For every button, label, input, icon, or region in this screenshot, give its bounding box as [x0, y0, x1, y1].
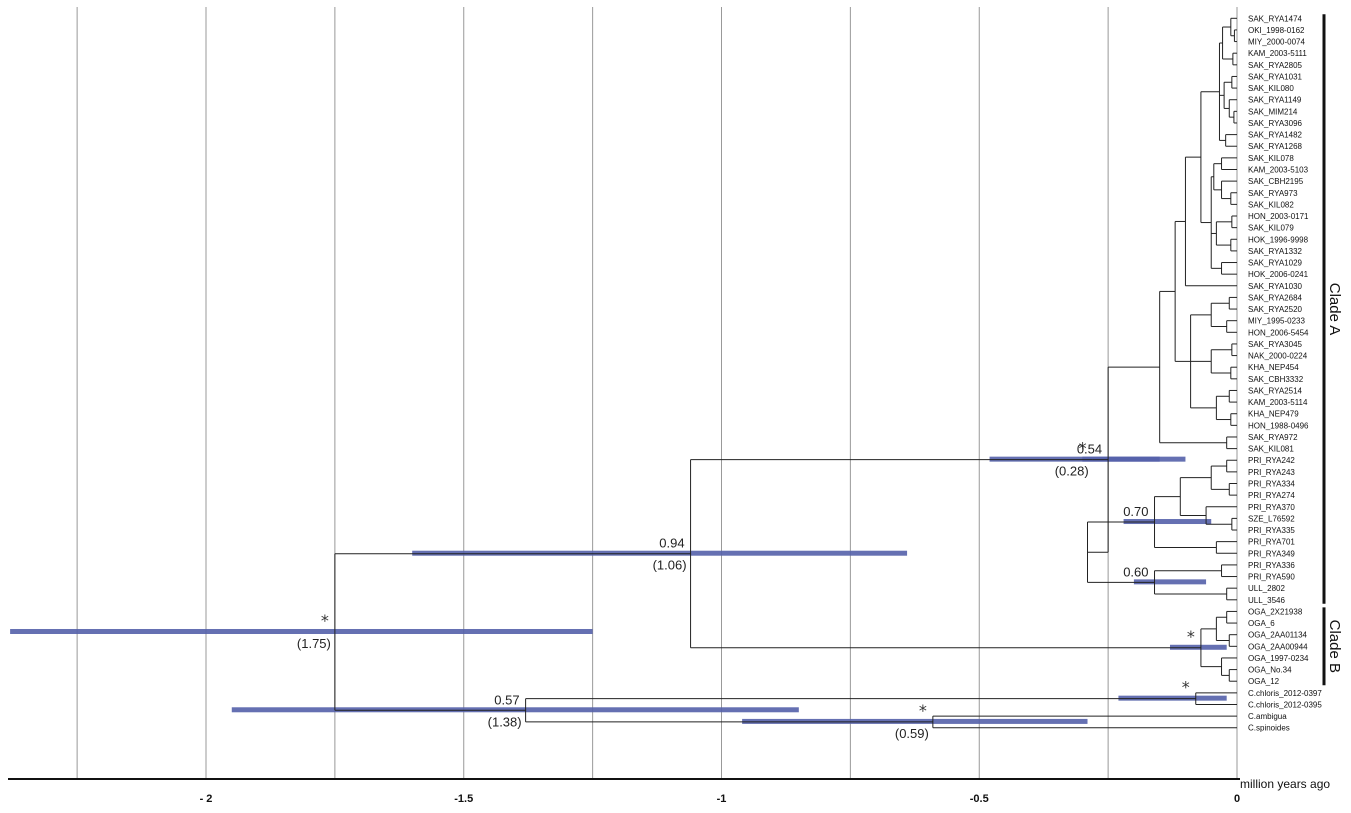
tip-label: PRI_RYA701 [1248, 538, 1295, 547]
tip-label: C.ambigua [1248, 712, 1287, 721]
tip-label: SAK_KIL081 [1248, 445, 1294, 454]
node-support-label: * [1182, 678, 1190, 697]
tip-label: OKI_1998-0162 [1248, 26, 1305, 35]
axis-tick-label: - 2 [200, 793, 213, 805]
tip-label: PRI_RYA349 [1248, 549, 1295, 558]
node-age-label: (0.59) [895, 726, 929, 741]
tip-label: MIY_1995-0233 [1248, 317, 1305, 326]
tip-label: HON_2006-5454 [1248, 328, 1309, 337]
tip-label: SAK_RYA1149 [1248, 96, 1302, 105]
tip-label: OGA_1997-0234 [1248, 654, 1309, 663]
tip-label: SAK_MIM214 [1248, 107, 1298, 116]
node-support-label: 0.57 [494, 692, 519, 707]
node-age-label: (1.06) [653, 558, 687, 573]
tip-label: SAK_RYA3045 [1248, 340, 1303, 349]
tip-label: MIY_2000-0074 [1248, 38, 1305, 47]
node-support-label: * [1079, 439, 1087, 458]
tip-label: SAK_RYA1268 [1248, 142, 1303, 151]
tip-label: OGA_2X21938 [1248, 607, 1303, 616]
clade-bars: Clade A Clade B [1322, 14, 1343, 686]
tip-label: SAK_RYA1029 [1248, 259, 1303, 268]
tip-label: HON_2003-0171 [1248, 212, 1309, 221]
node-support-label: 0.54 [1077, 442, 1102, 457]
node-labels: * (1.75) 0.94 (1.06) 0.57 (1.38) * (0.28) 0.54 0.… [297, 439, 1195, 741]
node-support-label: 0.94 [659, 536, 684, 551]
node-age-label: (0.28) [1055, 464, 1089, 479]
time-axis: million years ago - 2 -1.5 -1 -0.5 0 [8, 777, 1330, 805]
axis-tick-label: -0.5 [970, 793, 989, 805]
tip-label: KAM_2003-5103 [1248, 165, 1309, 174]
hpd-bars [10, 456, 1227, 724]
node-support-label: * [919, 701, 927, 720]
tip-label: PRI_RYA370 [1248, 503, 1295, 512]
hpd-bar [1123, 519, 1212, 525]
tip-label: OGA_2AA00944 [1248, 642, 1308, 651]
tip-label: SZE_L76592 [1248, 514, 1295, 523]
tip-label: PRI_RYA334 [1248, 480, 1295, 489]
node-support-label: * [1187, 627, 1195, 646]
hpd-bar [1133, 579, 1207, 585]
clade-label: Clade B [1326, 620, 1343, 673]
tip-label: KAM_2003-5111 [1248, 49, 1307, 58]
tip-label: SAK_KIL082 [1248, 200, 1294, 209]
tip-label: SAK_KIL079 [1248, 224, 1294, 233]
tip-label: KAM_2003-5114 [1248, 398, 1308, 407]
tip-label: OGA_6 [1248, 619, 1275, 628]
tip-label: SAK_RYA1474 [1248, 14, 1303, 23]
tip-label: SAK_RYA973 [1248, 189, 1298, 198]
axis-tick-label: -1 [717, 793, 727, 805]
tip-label: SAK_RYA1332 [1248, 247, 1303, 256]
tip-label: SAK_KIL078 [1248, 154, 1294, 163]
tip-label: KHA_NEP454 [1248, 363, 1299, 372]
node-support-label: 0.60 [1123, 564, 1148, 579]
node-support-label: * [321, 611, 329, 630]
tip-label: PRI_RYA336 [1248, 561, 1295, 570]
tip-label: C.chloris_2012-0395 [1248, 700, 1322, 709]
tip-label: PRI_RYA590 [1248, 573, 1295, 582]
node-support-label: 0.70 [1123, 504, 1148, 519]
tip-label: PRI_RYA335 [1248, 526, 1295, 535]
clade-label: Clade A [1326, 283, 1343, 336]
tip-label: KHA_NEP479 [1248, 410, 1299, 419]
tip-label: C.spinoides [1248, 724, 1290, 733]
tip-label: HON_1988-0496 [1248, 421, 1309, 430]
node-age-label: (1.75) [297, 636, 331, 651]
tip-label: SAK_KIL080 [1248, 84, 1294, 93]
gridlines [76, 7, 1238, 779]
tip-label: SAK_RYA2520 [1248, 305, 1303, 314]
tip-label: SAK_RYA1482 [1248, 131, 1303, 140]
hpd-bar [1082, 456, 1186, 462]
tip-label: SAK_RYA2805 [1248, 61, 1303, 70]
tip-label: SAK_RYA2514 [1248, 386, 1303, 395]
tip-label: SAK_RYA1030 [1248, 282, 1303, 291]
tip-label: OGA_2AA01134 [1248, 631, 1308, 640]
tip-label: PRI_RYA242 [1248, 456, 1295, 465]
tip-label: SAK_RYA2684 [1248, 293, 1303, 302]
tip-label: SAK_RYA1031 [1248, 72, 1303, 81]
axis-tick-label: -1.5 [454, 793, 473, 805]
tip-label: ULL_2802 [1248, 584, 1285, 593]
tip-label: HOK_2006-0241 [1248, 270, 1309, 279]
tip-label: ULL_3546 [1248, 596, 1285, 605]
axis-tick-label: 0 [1234, 793, 1240, 805]
tip-label: OGA_No.34 [1248, 666, 1292, 675]
tip-label: SAK_CBH2195 [1248, 177, 1304, 186]
tip-label: SAK_CBH3332 [1248, 375, 1304, 384]
tree-branches [334, 17, 1237, 729]
tip-label: HOK_1996-9998 [1248, 235, 1309, 244]
tip-label: SAK_RYA3096 [1248, 119, 1303, 128]
tip-label: PRI_RYA243 [1248, 468, 1295, 477]
tip-label: NAK_2000-0224 [1248, 352, 1308, 361]
axis-unit-label: million years ago [1240, 777, 1330, 791]
tip-label: C.chloris_2012-0397 [1248, 689, 1322, 698]
hpd-bar [10, 628, 593, 634]
tip-label: OGA_12 [1248, 677, 1280, 686]
tip-labels: SAK_RYA1474 OKI_1998-0162 MIY_2000-0074 KAM… [1248, 14, 1322, 732]
tip-label: PRI_RYA274 [1248, 491, 1295, 500]
tip-label: SAK_RYA972 [1248, 433, 1298, 442]
node-age-label: (1.38) [488, 714, 522, 729]
